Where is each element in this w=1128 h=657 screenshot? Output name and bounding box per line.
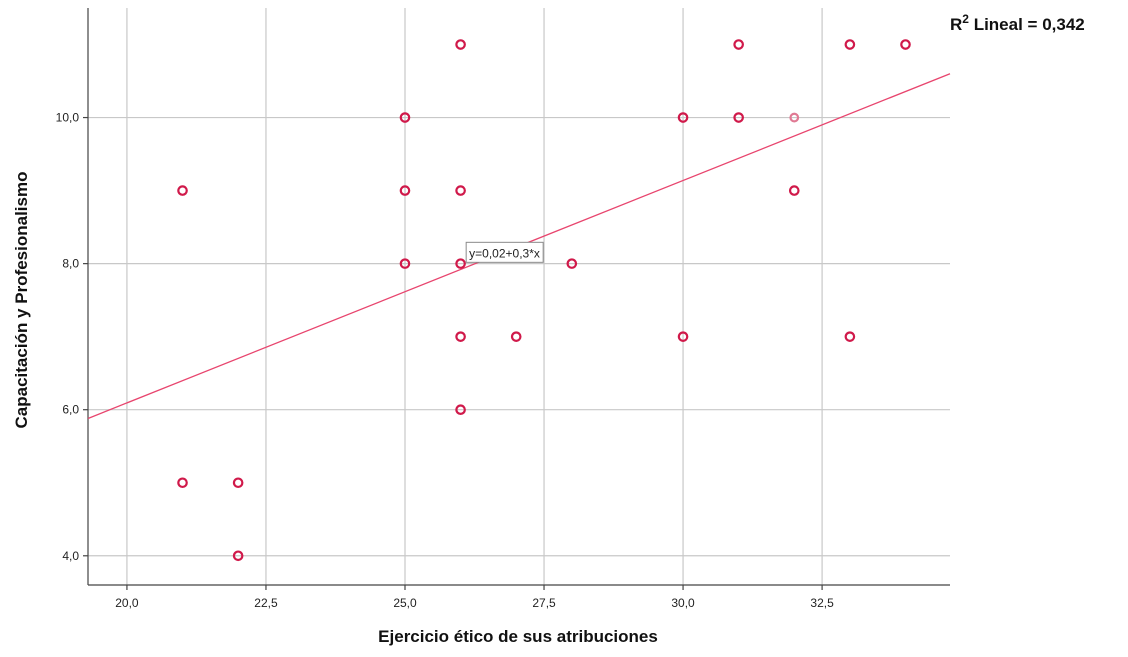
y-axis-title: Capacitación y Profesionalismo bbox=[12, 172, 31, 429]
data-point bbox=[455, 331, 466, 342]
data-point bbox=[733, 112, 744, 123]
data-point bbox=[399, 185, 411, 196]
x-tick-label: 25,0 bbox=[393, 596, 417, 610]
y-tick-label: 6,0 bbox=[62, 403, 79, 417]
fit-equation-box bbox=[465, 241, 544, 263]
data-point bbox=[455, 404, 466, 416]
grid-layer bbox=[88, 8, 950, 585]
y-tick-label: 4,0 bbox=[62, 549, 79, 563]
data-point bbox=[232, 477, 244, 489]
x-tick-label: 20,0 bbox=[115, 596, 139, 610]
data-point bbox=[455, 185, 466, 196]
data-point bbox=[677, 112, 689, 123]
data-point bbox=[900, 39, 911, 50]
data-point bbox=[455, 258, 466, 269]
data-point bbox=[510, 331, 522, 342]
r2-suffix: Lineal = 0,342 bbox=[969, 15, 1085, 34]
data-point bbox=[399, 258, 411, 269]
fit-equation-annotation: y=0,02+0,3*x bbox=[465, 241, 544, 263]
r2-label: R2 Lineal = 0,342 bbox=[950, 12, 1085, 34]
y-tick-label: 10,0 bbox=[56, 111, 80, 125]
axis-layer bbox=[83, 8, 950, 590]
fit-equation-label: y=0,02+0,3*x bbox=[469, 246, 540, 260]
x-tick-label: 30,0 bbox=[671, 596, 695, 610]
data-point bbox=[788, 185, 800, 196]
x-tick-label: 27,5 bbox=[532, 596, 556, 610]
data-point bbox=[455, 39, 466, 50]
point-layer bbox=[177, 39, 911, 562]
data-point bbox=[566, 258, 578, 269]
x-tick-label: 22,5 bbox=[254, 596, 278, 610]
r2-prefix: R bbox=[950, 15, 962, 34]
data-point bbox=[177, 185, 188, 196]
data-point bbox=[733, 39, 744, 50]
r2-superscript: 2 bbox=[962, 12, 969, 26]
data-point bbox=[844, 331, 856, 342]
x-axis-title: Ejercicio ético de sus atribuciones bbox=[378, 627, 658, 646]
label-layer: 20,0 22,5 25,0 27,5 30,0 32,5 4,0 6,0 8,0 10,0 y=0… bbox=[56, 111, 834, 610]
data-point bbox=[399, 112, 411, 123]
data-point bbox=[789, 112, 800, 123]
x-tick-label: 32,5 bbox=[810, 596, 834, 610]
data-point bbox=[177, 477, 188, 489]
data-point bbox=[677, 331, 689, 342]
data-point bbox=[844, 39, 856, 50]
y-tick-label: 8,0 bbox=[62, 257, 79, 271]
data-point bbox=[232, 550, 244, 562]
